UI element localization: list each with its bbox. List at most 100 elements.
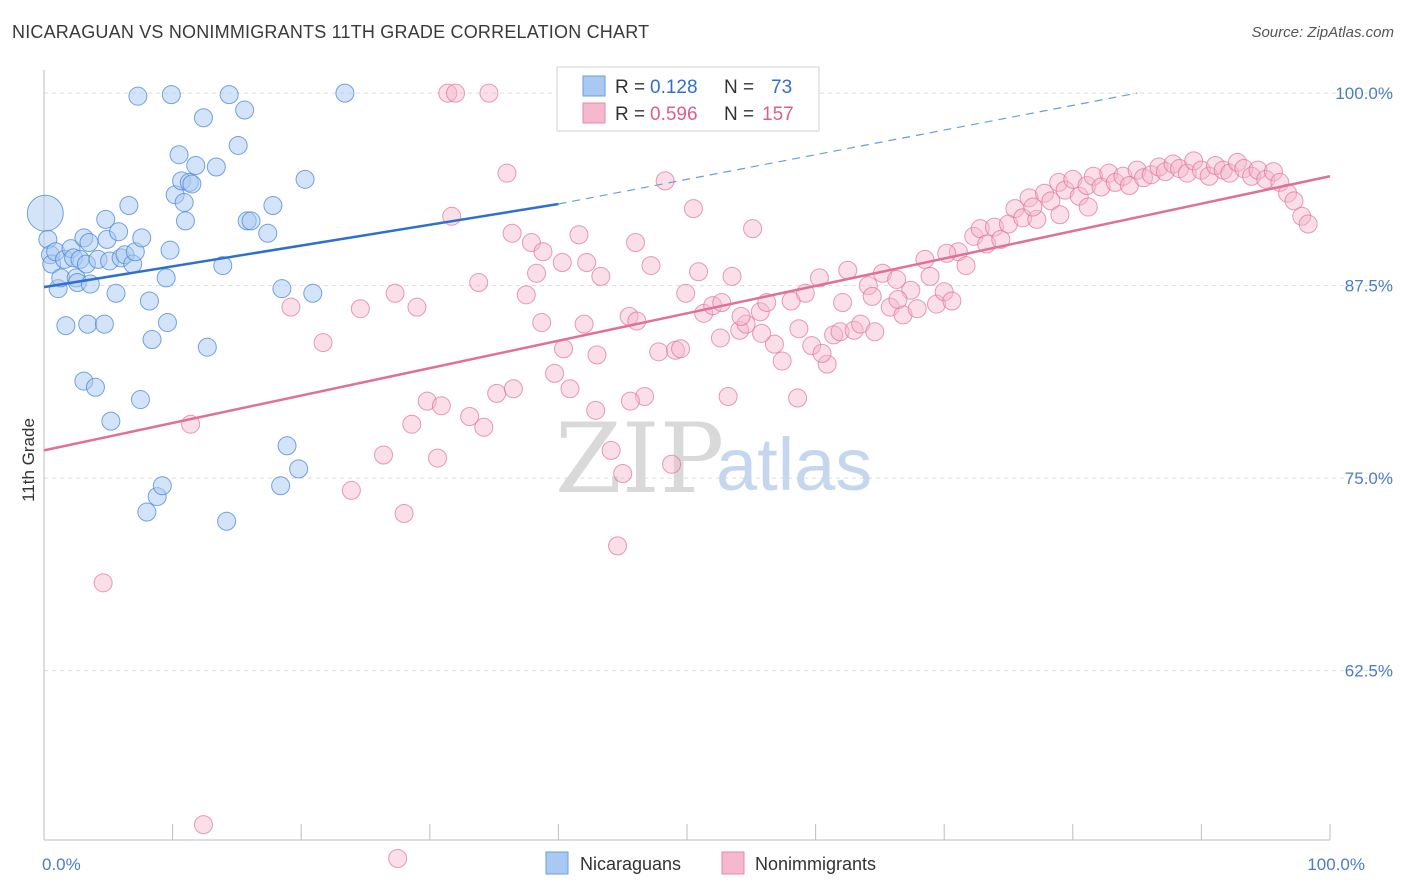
legend-r-value-2: 0.596 (650, 104, 698, 125)
nonimmigrants-point (1041, 191, 1061, 211)
nonimmigrants-point (577, 253, 597, 272)
nonimmigrants-point (743, 219, 763, 239)
nonimmigrants-point (313, 333, 333, 353)
nonimmigrants-point (689, 262, 709, 282)
nicaraguans-point (139, 291, 159, 311)
nonimmigrants-point (1298, 214, 1318, 234)
nonimmigrants-point (417, 391, 437, 411)
nonimmigrants-point (281, 297, 301, 317)
y-tick-labels: 100.0% 87.5% 75.0% 62.5% (1335, 84, 1393, 680)
nonimmigrants-point (991, 229, 1011, 249)
nonimmigrants-point (683, 199, 703, 219)
chart-title: NICARAGUAN VS NONIMMIGRANTS 11TH GRADE C… (12, 22, 650, 42)
nicaraguans-point (169, 145, 189, 165)
nonimmigrants-point (587, 345, 607, 365)
nonimmigrants-point (1263, 162, 1283, 182)
watermark: ZIP atlas (555, 403, 872, 515)
nonimmigrants-point (641, 256, 661, 276)
nicaraguans-point (109, 222, 129, 242)
nonimmigrants-point (350, 299, 370, 319)
nonimmigrants-point (984, 217, 1004, 237)
nicaraguans-point (94, 314, 114, 334)
nonimmigrants-point (487, 383, 507, 403)
nonimmigrants-point (407, 297, 427, 317)
legend-r-label-1: R = (615, 77, 645, 98)
nonimmigrants-point (662, 454, 682, 474)
nonimmigrants-point (469, 273, 489, 293)
trend-lines (43, 92, 1331, 452)
nonimmigrants-point (479, 83, 499, 103)
nicaraguans-point (258, 223, 278, 243)
nicaraguans-point (56, 316, 76, 336)
nicaraguans-point (182, 174, 202, 194)
nonimmigrants-point (788, 388, 808, 408)
nonimmigrants-point (893, 305, 913, 325)
correlation-legend: R = 0.128 N = 73 R = 0.596 N = 157 (556, 66, 820, 132)
nicaraguans-point (303, 283, 323, 303)
nonimmigrants-point (750, 302, 770, 322)
watermark-atlas: atlas (716, 423, 872, 506)
nonimmigrants-point (1099, 163, 1119, 183)
nonimmigrants-point (752, 323, 772, 343)
nonimmigrants-point (862, 286, 882, 306)
nicaraguans-point (197, 337, 217, 357)
nonimmigrants-point (613, 463, 633, 483)
nicaraguans-point (161, 85, 181, 105)
nicaraguans-point (289, 459, 309, 479)
nonimmigrants-point (907, 299, 927, 319)
nonimmigrants-point (671, 339, 691, 359)
nonimmigrants-point (1035, 183, 1055, 203)
nonimmigrants-point (516, 285, 536, 305)
nicaraguans-point (160, 240, 180, 260)
nonimmigrants-point (552, 253, 572, 272)
nonimmigrants-point (764, 334, 784, 354)
series-nicaraguans (26, 83, 355, 531)
nicaraguans-point (219, 85, 239, 105)
nonimmigrants-point (497, 163, 517, 183)
nonimmigrants-point (569, 225, 589, 245)
nonimmigrants-point (193, 815, 213, 835)
nonimmigrants-point (1155, 162, 1175, 182)
nicaraguans-point (128, 86, 148, 106)
nonimmigrants-point (1234, 159, 1254, 179)
legend-n-value-2: 157 (762, 104, 794, 125)
nonimmigrants-point (956, 256, 976, 276)
nicaraguans-point (206, 157, 226, 177)
nonimmigrants-point (920, 266, 940, 286)
nicaraguans-point (85, 377, 105, 397)
source-label: Source: ZipAtlas.com (1251, 24, 1394, 41)
legend-r-label-2: R = (615, 104, 645, 125)
nonimmigrants-point (888, 289, 908, 309)
nonimmigrants-point (772, 351, 792, 371)
nonimmigrants-point (865, 322, 885, 342)
nicaraguans-point (277, 436, 297, 456)
nonimmigrants-point (591, 266, 611, 286)
nonimmigrants-point (802, 336, 822, 356)
nicaraguans-point (186, 155, 206, 175)
nonimmigrants-point (858, 276, 878, 296)
x-tick-label: 100.0% (1307, 855, 1365, 874)
nonimmigrants-point (341, 480, 361, 500)
nonimmigrants-point (1127, 160, 1147, 180)
nonimmigrants-point (1077, 176, 1097, 195)
nonimmigrants-point (1191, 160, 1211, 180)
nonimmigrants-point (833, 293, 853, 313)
nicaraguans-point (132, 228, 152, 248)
nicaraguans-point (335, 83, 355, 103)
nonimmigrants-point (1284, 191, 1304, 211)
nonimmigrants-point (533, 242, 553, 262)
x-tick-label: 0.0% (42, 855, 81, 874)
nonimmigrants-point (428, 448, 448, 468)
nonimmigrants-point (1083, 166, 1103, 186)
nonimmigrants-point (1177, 163, 1197, 183)
nonimmigrants-point (789, 319, 809, 339)
y-tick-label: 75.0% (1345, 469, 1393, 488)
watermark-zip: ZIP (555, 403, 724, 515)
nonimmigrants-point (431, 396, 451, 416)
nonimmigrants-point (438, 83, 458, 103)
series-legend-nicaraguans: Nicaraguans (580, 854, 681, 874)
nicaraguans-point (263, 196, 283, 216)
nonimmigrants-point (1199, 166, 1219, 186)
nonimmigrants-point (1220, 163, 1240, 183)
